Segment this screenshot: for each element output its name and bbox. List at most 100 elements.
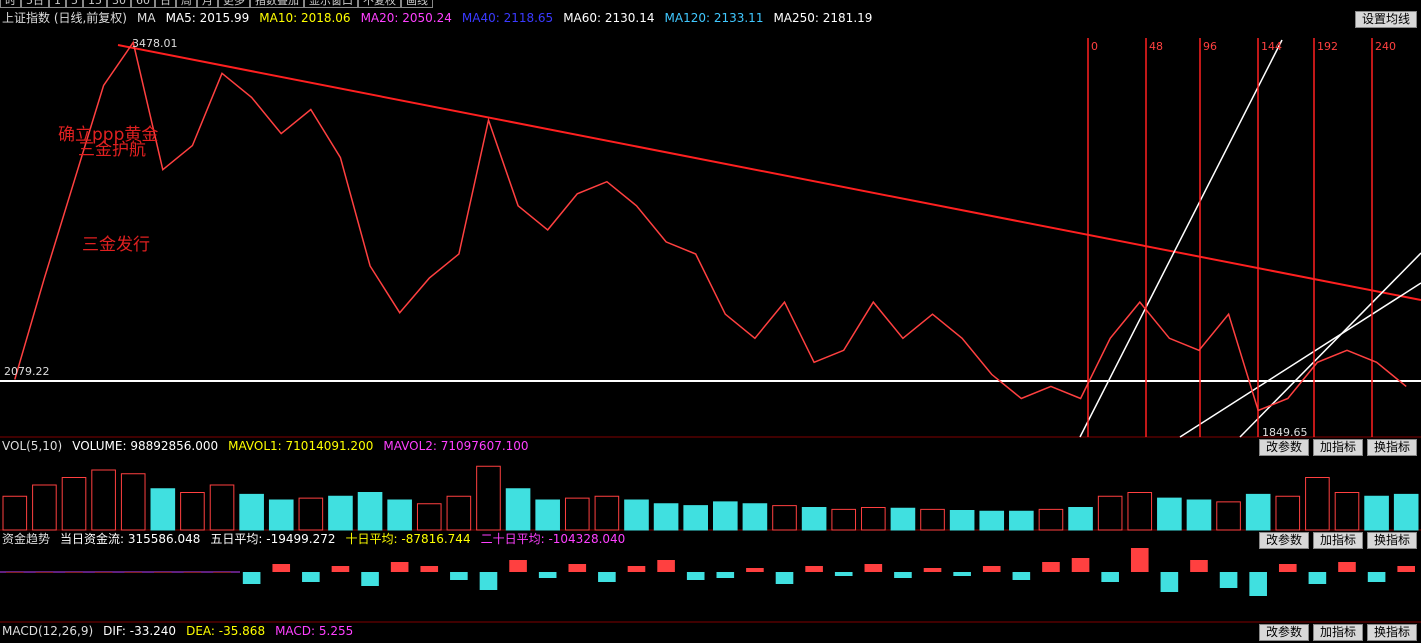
volume-bar <box>1393 493 1419 531</box>
fund-bar <box>1130 548 1149 572</box>
volume-bar <box>861 507 886 531</box>
volume-bar <box>624 499 649 531</box>
panel-button[interactable]: 加指标 <box>1312 439 1363 456</box>
toolbar-tab[interactable]: 60 <box>131 0 155 8</box>
toolbar-tab[interactable]: 时 <box>0 0 21 8</box>
panel-button[interactable]: 改参数 <box>1258 624 1309 641</box>
volume-bar <box>1334 492 1360 531</box>
toolbar-tab[interactable]: 画线 <box>401 0 433 8</box>
panel-button[interactable]: 换指标 <box>1366 624 1417 641</box>
fund-bar <box>1042 562 1060 572</box>
volume-bar <box>713 501 738 531</box>
volume-bar <box>268 499 294 531</box>
volume-buttons: 改参数 加指标 换指标 <box>1258 439 1417 456</box>
index-title: 上证指数 (日线,前复权) <box>2 11 127 25</box>
fund-bar <box>1219 572 1238 588</box>
level-label: 2079.22 <box>4 365 50 378</box>
toolbar-tab[interactable]: 不复权 <box>358 0 401 8</box>
fund-bar <box>834 572 853 576</box>
fund-bar <box>124 572 143 573</box>
fund-bar <box>746 568 764 572</box>
fund-bar <box>183 572 202 573</box>
ma-label: MA60: 2130.14 <box>563 11 655 25</box>
indicator-label: 十日平均: -87816.744 <box>345 532 471 546</box>
fund-bar <box>775 572 794 584</box>
volume-bar <box>416 503 442 531</box>
fund-bar <box>1160 572 1179 592</box>
volume-bar <box>446 495 472 531</box>
volume-bar <box>239 493 264 531</box>
fund-bar <box>657 560 675 572</box>
volume-bar <box>1305 477 1330 531</box>
toolbar-tab[interactable]: 更多 <box>218 0 250 8</box>
gann-label: 192 <box>1317 40 1338 53</box>
fund-bar <box>94 572 113 573</box>
gann-fan-line <box>1079 39 1283 438</box>
indicator-label: MAVOL2: 71097607.100 <box>383 439 529 453</box>
indicator-label: MACD: 5.255 <box>275 624 354 638</box>
panel-button[interactable]: 换指标 <box>1366 439 1417 456</box>
ma-label: MA120: 2133.11 <box>664 11 764 25</box>
fund-bar <box>627 566 646 572</box>
fund-bar <box>65 572 83 573</box>
fund-bar <box>568 564 587 572</box>
fund-bar <box>1012 572 1031 580</box>
fund-bar <box>864 564 883 572</box>
panel-button[interactable]: 加指标 <box>1312 532 1363 549</box>
volume-bar <box>209 484 235 531</box>
indicator-label: 五日平均: -19499.272 <box>210 532 336 546</box>
annotation: 确立ppp黄金 <box>58 125 159 145</box>
indicator-label: 资金趋势 <box>2 532 51 546</box>
fund-bar <box>242 572 261 584</box>
volume-bar <box>180 492 205 531</box>
fund-bar <box>598 572 616 582</box>
toolbar-tab[interactable]: 1 <box>49 0 66 8</box>
volume-bar <box>535 499 560 531</box>
fund-bar <box>1338 562 1356 572</box>
ma-label: MA250: 2181.19 <box>773 11 873 25</box>
volume-bar <box>32 484 57 531</box>
panel-button[interactable]: 改参数 <box>1258 439 1309 456</box>
toolbar-tab[interactable]: 显示窗口 <box>304 0 358 8</box>
main-buttons: 设置均线 <box>1354 11 1417 28</box>
toolbar-tab[interactable]: 指数叠加 <box>250 0 304 8</box>
volume-bar <box>505 488 531 531</box>
volume-bar <box>476 465 501 531</box>
volume-bar <box>949 510 975 531</box>
fund-header: 资金趋势 当日资金流: 315586.048 五日平均: -19499.272 十日平… <box>2 531 625 547</box>
fund-bar <box>331 566 350 572</box>
volume-bar <box>1245 493 1271 531</box>
fund-bar <box>1397 566 1415 572</box>
fund-bar <box>805 566 823 572</box>
fund-bar <box>213 572 231 573</box>
toolbar-tab[interactable]: 月 <box>197 0 218 8</box>
fund-bar <box>154 572 172 573</box>
fund-bar <box>923 568 942 572</box>
toolbar-tab[interactable]: 5日 <box>21 0 49 8</box>
volume-bar <box>357 492 383 531</box>
toolbar-tab[interactable]: 周 <box>176 0 197 8</box>
volume-bar <box>387 499 412 531</box>
volume-bar <box>594 495 620 531</box>
indicator-label: VOL(5,10) <box>2 439 63 453</box>
ma-settings-button[interactable]: 设置均线 <box>1354 11 1417 28</box>
toolbar-tab[interactable]: 日 <box>155 0 176 8</box>
panel-button[interactable]: 换指标 <box>1366 532 1417 549</box>
gann-label: 144 <box>1261 40 1282 53</box>
volume-bar <box>920 508 945 531</box>
panel-button[interactable]: 加指标 <box>1312 624 1363 641</box>
fund-bar <box>894 572 912 578</box>
fund-bar <box>390 562 409 572</box>
volume-bar <box>1068 507 1093 531</box>
indicator-label: DIF: -33.240 <box>103 624 177 638</box>
toolbar-tab[interactable]: 15 <box>83 0 107 8</box>
toolbar-tab[interactable]: 30 <box>107 0 131 8</box>
toolbar-tab[interactable]: 5 <box>66 0 83 8</box>
fund-bar <box>6 572 24 573</box>
panel-button[interactable]: 改参数 <box>1258 532 1309 549</box>
volume-bar <box>772 505 797 531</box>
volume-bar <box>1216 501 1241 531</box>
indicator-label: VOLUME: 98892856.000 <box>72 439 219 453</box>
annotation: 三金护航 <box>78 140 146 160</box>
